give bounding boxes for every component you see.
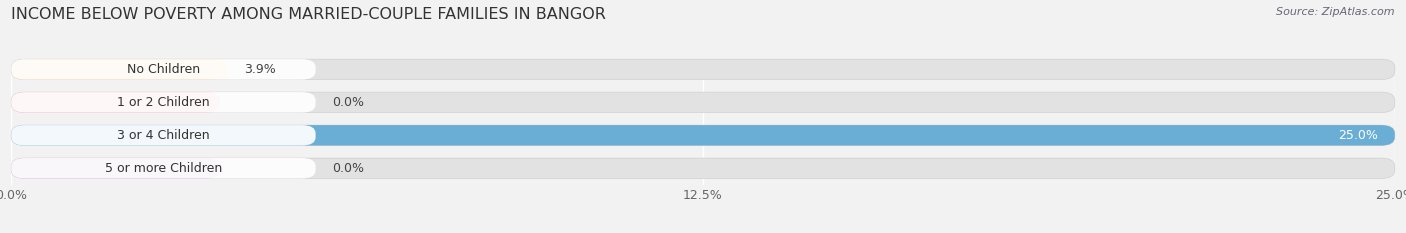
FancyBboxPatch shape xyxy=(11,59,1395,80)
Text: 5 or more Children: 5 or more Children xyxy=(105,162,222,175)
FancyBboxPatch shape xyxy=(11,92,1395,113)
FancyBboxPatch shape xyxy=(11,92,315,113)
Text: 0.0%: 0.0% xyxy=(332,162,364,175)
FancyBboxPatch shape xyxy=(11,158,219,178)
Text: 0.0%: 0.0% xyxy=(332,96,364,109)
Text: 1 or 2 Children: 1 or 2 Children xyxy=(117,96,209,109)
Text: 25.0%: 25.0% xyxy=(1339,129,1378,142)
Text: INCOME BELOW POVERTY AMONG MARRIED-COUPLE FAMILIES IN BANGOR: INCOME BELOW POVERTY AMONG MARRIED-COUPL… xyxy=(11,7,606,22)
FancyBboxPatch shape xyxy=(11,125,315,146)
Text: 3.9%: 3.9% xyxy=(243,63,276,76)
FancyBboxPatch shape xyxy=(11,158,1395,178)
FancyBboxPatch shape xyxy=(11,59,315,80)
Text: No Children: No Children xyxy=(127,63,200,76)
FancyBboxPatch shape xyxy=(11,92,219,113)
FancyBboxPatch shape xyxy=(11,59,228,80)
Text: Source: ZipAtlas.com: Source: ZipAtlas.com xyxy=(1277,7,1395,17)
FancyBboxPatch shape xyxy=(11,125,1395,146)
FancyBboxPatch shape xyxy=(11,125,1395,146)
Text: 3 or 4 Children: 3 or 4 Children xyxy=(117,129,209,142)
FancyBboxPatch shape xyxy=(11,158,315,178)
